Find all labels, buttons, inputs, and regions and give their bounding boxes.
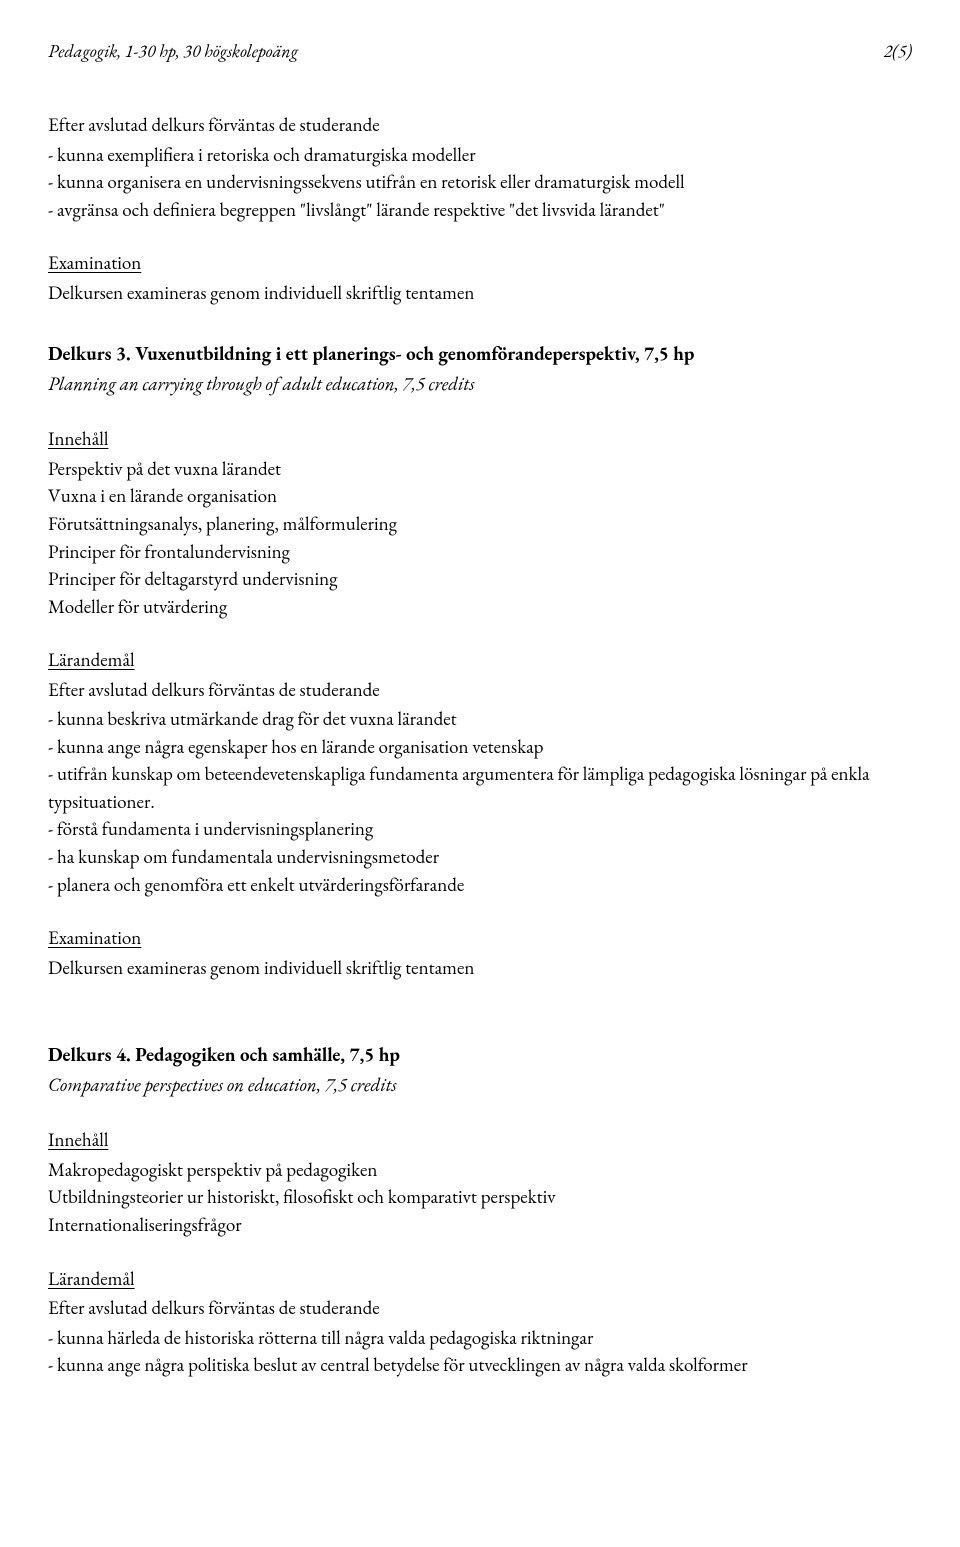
delkurs3-exam-heading: Examination <box>48 924 912 952</box>
delkurs3-innehall-heading: Innehåll <box>48 425 912 453</box>
delkurs4-larandemal-intro: Efter avslutad delkurs förväntas de stud… <box>48 1294 912 1322</box>
delkurs3-larandemal-item: - kunna beskriva utmärkande drag för det… <box>48 705 912 733</box>
header-page-number: 2(5) <box>884 40 912 63</box>
delkurs4-subtitle: Comparative perspectives on education, 7… <box>48 1071 912 1099</box>
page-header: Pedagogik, 1-30 hp, 30 högskolepoäng 2(5… <box>48 40 912 63</box>
delkurs3-larandemal-heading: Lärandemål <box>48 646 912 674</box>
delkurs4-innehall-item: Makropedagogiskt perspektiv på pedagogik… <box>48 1156 912 1184</box>
delkurs4-larandemal-heading: Lärandemål <box>48 1265 912 1293</box>
header-left: Pedagogik, 1-30 hp, 30 högskolepoäng <box>48 40 298 63</box>
delkurs4-larandemal-item: - kunna härleda de historiska rötterna t… <box>48 1324 912 1352</box>
delkurs4-innehall-item: Internationaliseringsfrågor <box>48 1211 912 1239</box>
examination-heading: Examination <box>48 249 912 277</box>
delkurs3-innehall-item: Perspektiv på det vuxna lärandet <box>48 455 912 483</box>
delkurs3-title: Delkurs 3. Vuxenutbildning i ett planeri… <box>48 340 912 368</box>
delkurs3-larandemal-item: - planera och genomföra ett enkelt utvär… <box>48 871 912 899</box>
intro-item: - kunna organisera en undervisningssekve… <box>48 168 912 196</box>
delkurs3-larandemal-item: - utifrån kunskap om beteendevetenskapli… <box>48 760 912 815</box>
delkurs3-larandemal-item: - förstå fundamenta i undervisningsplane… <box>48 815 912 843</box>
delkurs3-larandemal-intro: Efter avslutad delkurs förväntas de stud… <box>48 676 912 704</box>
delkurs3-innehall-item: Vuxna i en lärande organisation <box>48 482 912 510</box>
intro-item: - avgränsa och definiera begreppen "livs… <box>48 196 912 224</box>
delkurs3-larandemal-item: - kunna ange några egenskaper hos en lär… <box>48 733 912 761</box>
delkurs3-innehall-item: Förutsättningsanalys, planering, målform… <box>48 510 912 538</box>
delkurs4-larandemal-item: - kunna ange några politiska beslut av c… <box>48 1351 912 1379</box>
delkurs3-innehall-item: Modeller för utvärdering <box>48 593 912 621</box>
intro-item: - kunna exemplifiera i retoriska och dra… <box>48 141 912 169</box>
delkurs4-innehall-heading: Innehåll <box>48 1126 912 1154</box>
delkurs3-exam-text: Delkursen examineras genom individuell s… <box>48 954 912 982</box>
intro-heading: Efter avslutad delkurs förväntas de stud… <box>48 111 912 139</box>
delkurs4-innehall-item: Utbildningsteorier ur historiskt, filoso… <box>48 1183 912 1211</box>
delkurs3-innehall-item: Principer för deltagarstyrd undervisning <box>48 565 912 593</box>
delkurs3-larandemal-item: - ha kunskap om fundamentala undervisnin… <box>48 843 912 871</box>
delkurs3-subtitle: Planning an carrying through of adult ed… <box>48 370 912 398</box>
delkurs4-title: Delkurs 4. Pedagogiken och samhälle, 7,5… <box>48 1041 912 1069</box>
page-container: Pedagogik, 1-30 hp, 30 högskolepoäng 2(5… <box>0 0 960 1547</box>
examination-text: Delkursen examineras genom individuell s… <box>48 279 912 307</box>
delkurs3-innehall-item: Principer för frontalundervisning <box>48 538 912 566</box>
